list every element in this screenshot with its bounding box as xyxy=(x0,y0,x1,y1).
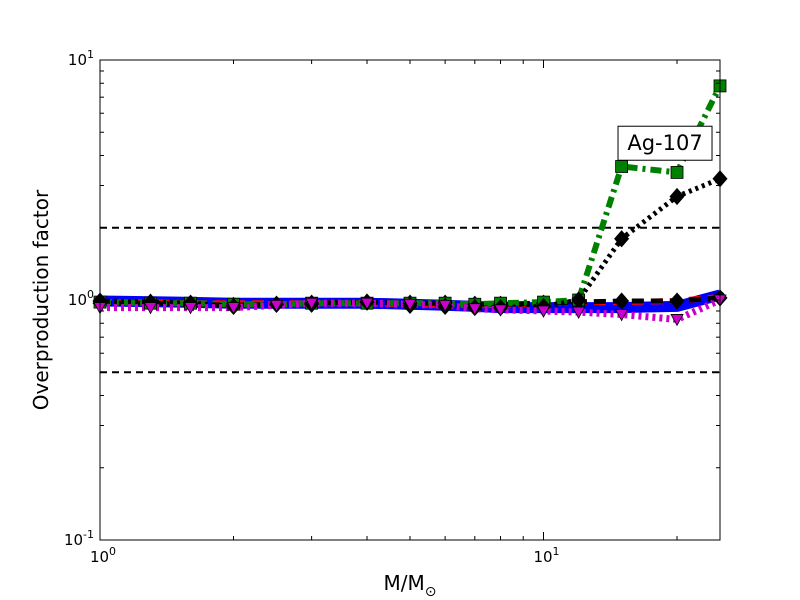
series-4-marker xyxy=(669,187,685,206)
series-4-marker xyxy=(614,230,630,248)
series-5-marker xyxy=(670,314,684,327)
series-2-marker xyxy=(614,292,630,310)
series-5-marker xyxy=(183,302,198,315)
series-5-marker xyxy=(493,304,508,317)
series-5-marker xyxy=(360,297,374,311)
series-5-marker xyxy=(571,306,586,319)
x-tick-label: 100 xyxy=(90,545,116,566)
y-tick-label: 10-1 xyxy=(64,528,94,549)
series-5-marker xyxy=(143,302,158,315)
series-5-marker xyxy=(438,299,452,313)
series-5-marker xyxy=(304,297,319,311)
x-axis-label-main: M/M xyxy=(384,571,425,595)
series-5-marker xyxy=(269,299,284,313)
series-5-marker xyxy=(614,309,629,322)
series-2-marker xyxy=(669,292,685,310)
series-5-marker xyxy=(226,302,241,315)
series-line-2 xyxy=(100,295,720,308)
series-3-marker xyxy=(670,166,684,179)
series-5-marker xyxy=(536,305,551,318)
plot-frame xyxy=(99,59,721,541)
series-3-marker xyxy=(615,160,629,173)
x-axis-label: M/M⊙ xyxy=(384,571,437,600)
annotation-box: Ag-107 xyxy=(617,125,713,161)
series-5-marker xyxy=(468,303,482,316)
y-tick-label: 100 xyxy=(68,288,94,309)
x-tick-label: 101 xyxy=(533,545,559,566)
y-axis-label: Overproduction factor xyxy=(29,189,53,410)
annotation-label: Ag-107 xyxy=(627,131,702,155)
series-5-marker xyxy=(403,298,417,312)
minor-ticks xyxy=(100,60,720,540)
series-markers xyxy=(92,79,728,327)
series-line-5 xyxy=(100,296,720,323)
series-lines xyxy=(100,84,720,323)
y-tick-label: 101 xyxy=(68,48,94,69)
reference-lines xyxy=(100,226,720,374)
x-axis-label-subscript: ⊙ xyxy=(425,584,437,600)
